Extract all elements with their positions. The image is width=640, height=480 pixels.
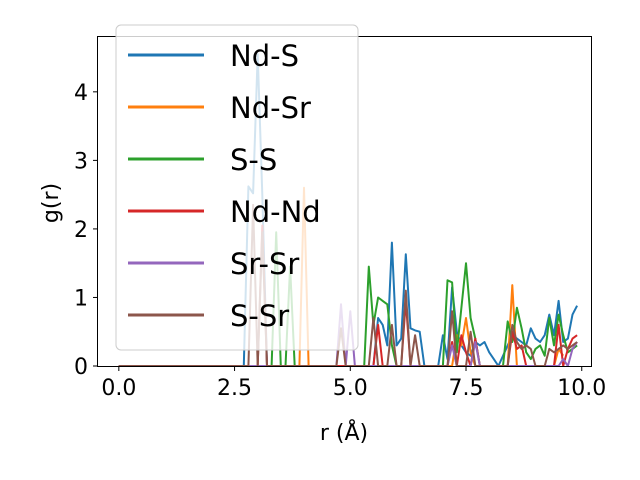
y-tick-label: 0 bbox=[74, 355, 88, 380]
x-axis-ticks: 0.0 2.5 5.0 7.5 10.0 bbox=[101, 366, 606, 401]
legend-label-nd-s: Nd-S bbox=[230, 39, 299, 73]
x-axis-label: r (Å) bbox=[320, 419, 368, 446]
y-tick-label: 3 bbox=[74, 149, 88, 174]
legend-label-s-sr: S-Sr bbox=[230, 299, 289, 333]
y-axis-ticks: 0 1 2 3 4 bbox=[74, 81, 98, 380]
y-axis-label: g(r) bbox=[39, 183, 64, 223]
x-tick-label: 0.0 bbox=[101, 376, 136, 401]
x-tick-label: 10.0 bbox=[557, 376, 606, 401]
x-tick-label: 5.0 bbox=[333, 376, 368, 401]
legend-label-sr-sr: Sr-Sr bbox=[230, 247, 299, 281]
legend: Nd-S Nd-Sr S-S Nd-Nd Sr-Sr S-Sr bbox=[115, 24, 359, 351]
x-tick-label: 2.5 bbox=[217, 376, 252, 401]
y-tick-label: 4 bbox=[74, 81, 88, 106]
x-tick-label: 7.5 bbox=[449, 376, 484, 401]
y-tick-label: 2 bbox=[74, 218, 88, 243]
legend-label-s-s: S-S bbox=[230, 143, 277, 177]
legend-label-nd-sr: Nd-Sr bbox=[230, 91, 311, 125]
legend-label-nd-nd: Nd-Nd bbox=[230, 195, 321, 229]
y-tick-label: 1 bbox=[74, 286, 88, 311]
